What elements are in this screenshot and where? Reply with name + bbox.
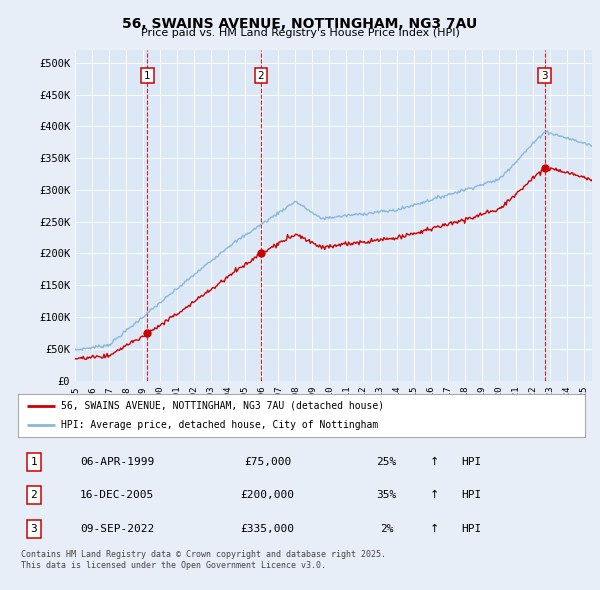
Text: 2: 2 (257, 71, 264, 81)
Text: Contains HM Land Registry data © Crown copyright and database right 2025.: Contains HM Land Registry data © Crown c… (21, 550, 386, 559)
Text: 35%: 35% (376, 490, 397, 500)
Text: 1: 1 (144, 71, 151, 81)
Text: 3: 3 (31, 524, 37, 534)
Text: This data is licensed under the Open Government Licence v3.0.: This data is licensed under the Open Gov… (21, 560, 326, 569)
Text: HPI: HPI (461, 490, 482, 500)
Text: 09-SEP-2022: 09-SEP-2022 (80, 524, 154, 534)
Text: 2: 2 (31, 490, 37, 500)
Text: 25%: 25% (376, 457, 397, 467)
Text: £200,000: £200,000 (241, 490, 295, 500)
Text: HPI: HPI (461, 524, 482, 534)
Text: 1: 1 (31, 457, 37, 467)
Text: ↑: ↑ (430, 524, 439, 534)
Text: 56, SWAINS AVENUE, NOTTINGHAM, NG3 7AU: 56, SWAINS AVENUE, NOTTINGHAM, NG3 7AU (122, 17, 478, 31)
Text: £335,000: £335,000 (241, 524, 295, 534)
Text: 56, SWAINS AVENUE, NOTTINGHAM, NG3 7AU (detached house): 56, SWAINS AVENUE, NOTTINGHAM, NG3 7AU (… (61, 401, 383, 411)
Text: HPI: HPI (461, 457, 482, 467)
Text: HPI: Average price, detached house, City of Nottingham: HPI: Average price, detached house, City… (61, 420, 378, 430)
Text: ↑: ↑ (430, 457, 439, 467)
Text: 2%: 2% (380, 524, 394, 534)
Text: 06-APR-1999: 06-APR-1999 (80, 457, 154, 467)
Text: Price paid vs. HM Land Registry's House Price Index (HPI): Price paid vs. HM Land Registry's House … (140, 28, 460, 38)
Text: £75,000: £75,000 (244, 457, 291, 467)
Text: 16-DEC-2005: 16-DEC-2005 (80, 490, 154, 500)
Text: 3: 3 (541, 71, 548, 81)
Text: ↑: ↑ (430, 490, 439, 500)
